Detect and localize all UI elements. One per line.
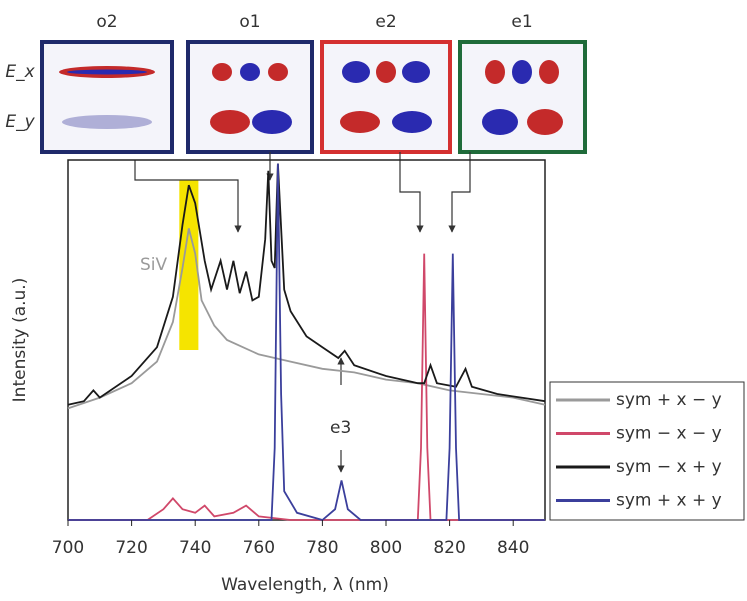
x-tick-label: 760 bbox=[243, 538, 275, 558]
x-tick-label: 800 bbox=[370, 538, 402, 558]
mode-field bbox=[62, 115, 152, 129]
mode-field bbox=[392, 111, 432, 133]
mode-label: o1 bbox=[239, 12, 260, 32]
mode-field bbox=[539, 60, 559, 84]
mode-field bbox=[67, 69, 147, 75]
mode-label: o2 bbox=[96, 12, 117, 32]
mode-field bbox=[252, 110, 292, 134]
annotation: SiV bbox=[140, 255, 168, 275]
field-label: E_x bbox=[5, 62, 35, 82]
mode-field bbox=[340, 111, 380, 133]
mode-field bbox=[402, 61, 430, 83]
field-label: E_y bbox=[5, 112, 35, 132]
x-axis-label: Wavelength, λ (nm) bbox=[221, 575, 389, 595]
series-line bbox=[68, 163, 545, 521]
series-line bbox=[67, 228, 546, 410]
highlight-band bbox=[179, 180, 199, 350]
x-tick-label: 720 bbox=[115, 538, 147, 558]
legend bbox=[549, 381, 745, 521]
mode-field bbox=[268, 63, 288, 81]
mode-label: e2 bbox=[375, 12, 396, 32]
mode-field bbox=[485, 60, 505, 84]
y-axis-label: Intensity (a.u.) bbox=[10, 278, 30, 403]
series-line bbox=[67, 163, 546, 406]
mode-panel bbox=[186, 40, 314, 154]
mode-field bbox=[482, 109, 518, 135]
mode-panel bbox=[458, 40, 587, 154]
plot-frame bbox=[67, 159, 546, 521]
mode-field bbox=[342, 61, 370, 83]
x-tick-label: 700 bbox=[52, 538, 84, 558]
mode-field bbox=[527, 109, 563, 135]
mode-field bbox=[210, 110, 250, 134]
mode-panel bbox=[40, 40, 174, 154]
x-tick-label: 820 bbox=[433, 538, 465, 558]
legend-label: sym − x + y bbox=[616, 457, 722, 477]
pointer bbox=[448, 152, 471, 233]
mode-field bbox=[512, 60, 532, 84]
legend-label: sym − x − y bbox=[616, 424, 722, 444]
x-tick-label: 780 bbox=[306, 538, 338, 558]
pointer bbox=[399, 152, 424, 233]
series-line bbox=[68, 253, 545, 521]
x-tick-label: 740 bbox=[179, 538, 211, 558]
legend-label: sym + x + y bbox=[616, 491, 722, 511]
annotation: e3 bbox=[330, 418, 351, 438]
pointer bbox=[134, 160, 242, 233]
mode-field bbox=[212, 63, 232, 81]
x-tick-label: 840 bbox=[497, 538, 529, 558]
mode-label: e1 bbox=[511, 12, 532, 32]
mode-field bbox=[376, 61, 396, 83]
mode-panel bbox=[320, 40, 452, 154]
legend-label: sym + x − y bbox=[616, 390, 722, 410]
mode-panels bbox=[40, 40, 587, 154]
mode-field bbox=[240, 63, 260, 81]
